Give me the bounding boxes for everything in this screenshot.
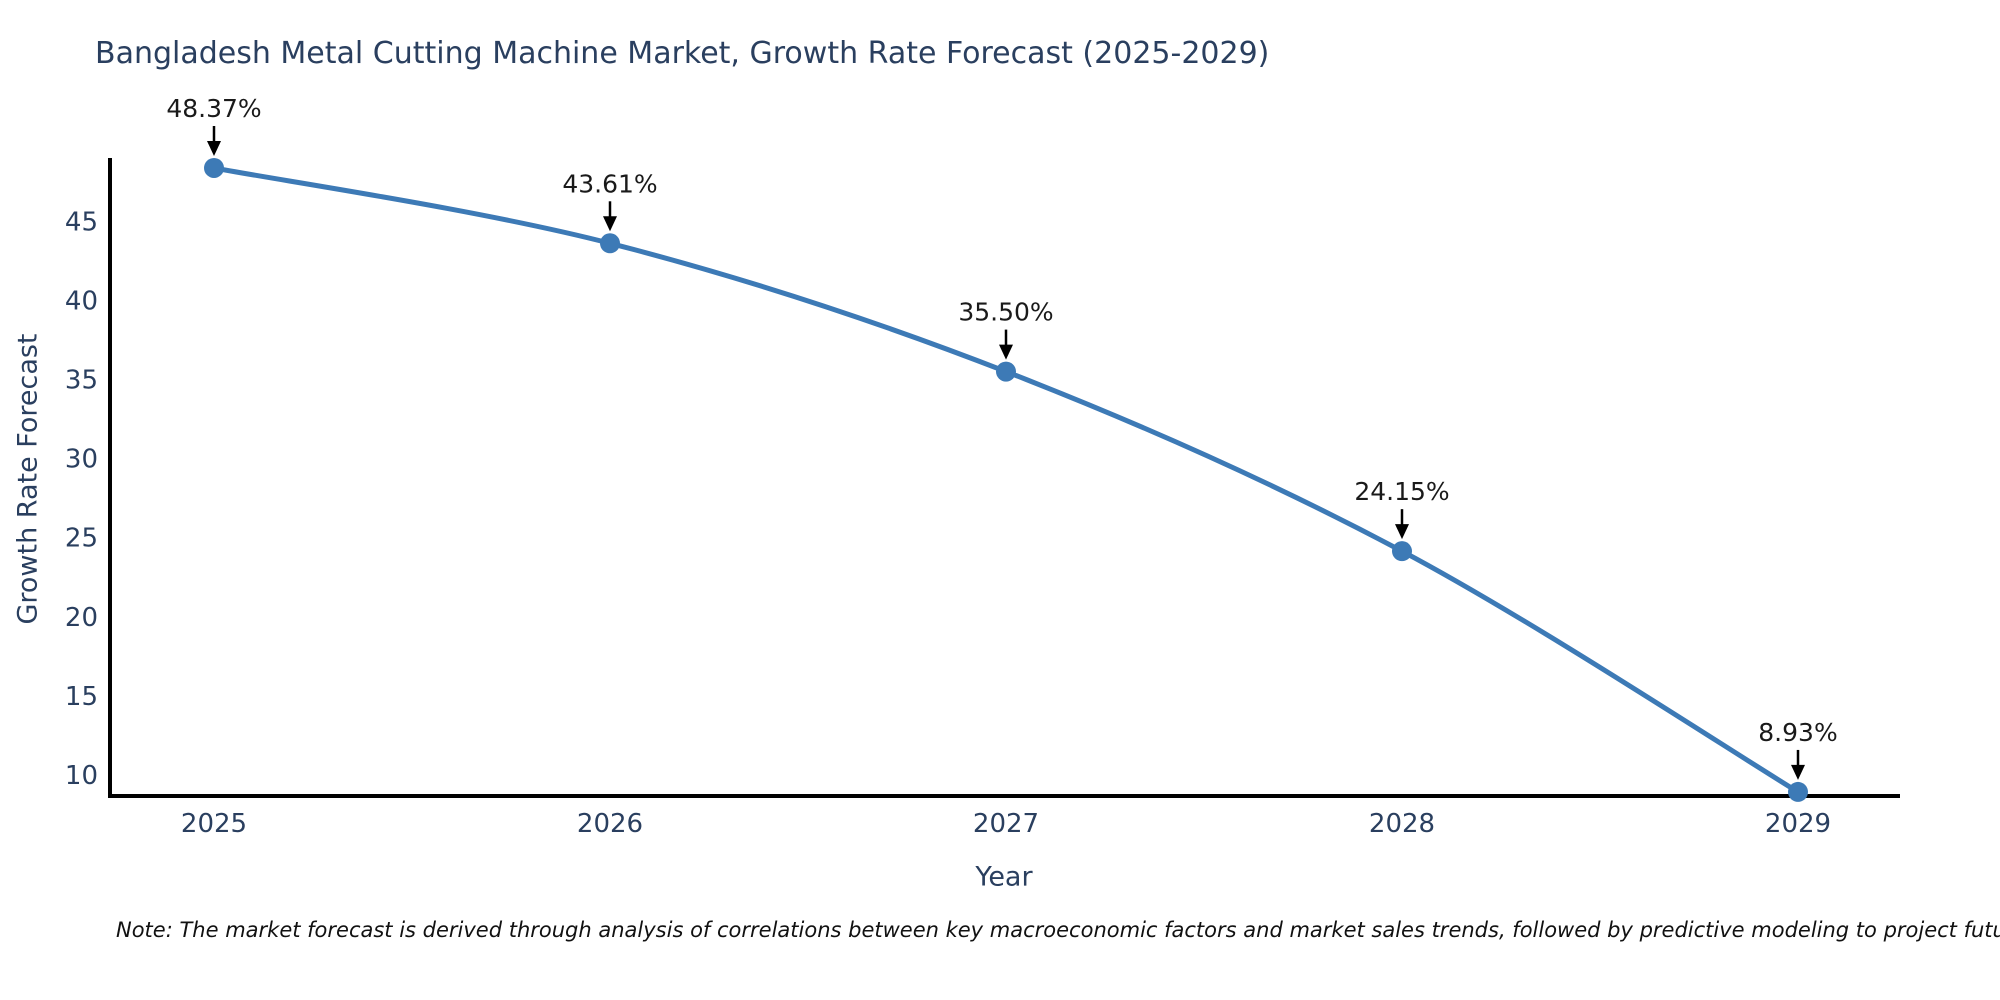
data-point-marker xyxy=(1392,541,1412,562)
x-tick-label: 2026 xyxy=(577,809,643,839)
y-tick-label: 20 xyxy=(65,603,98,633)
annotation-arrowhead xyxy=(1395,524,1409,540)
y-tick-label: 10 xyxy=(65,761,98,791)
y-tick-label: 25 xyxy=(65,524,98,554)
y-tick-label: 45 xyxy=(65,207,98,237)
annotation-arrowhead xyxy=(1791,764,1805,780)
annotation-label: 24.15% xyxy=(1354,477,1449,506)
footnote: Note: The market forecast is derived thr… xyxy=(116,918,2000,942)
y-tick-label: 30 xyxy=(65,445,98,475)
x-tick-label: 2027 xyxy=(973,809,1039,839)
chart-title: Bangladesh Metal Cutting Machine Market,… xyxy=(95,36,1270,71)
data-point-marker xyxy=(1788,781,1808,802)
x-tick-label: 2025 xyxy=(181,809,247,839)
annotation-arrowhead xyxy=(999,344,1013,360)
annotation-label: 8.93% xyxy=(1758,718,1837,747)
x-tick-label: 2028 xyxy=(1369,809,1435,839)
series-line xyxy=(213,165,1800,795)
y-tick-label: 40 xyxy=(65,286,98,316)
annotation-arrowhead xyxy=(207,140,221,156)
y-tick-label: 15 xyxy=(65,682,98,712)
data-point-marker xyxy=(996,361,1016,382)
data-point-marker xyxy=(204,157,224,178)
annotation-label: 48.37% xyxy=(166,94,261,123)
annotation-arrowhead xyxy=(603,216,617,232)
y-tick-label: 35 xyxy=(65,366,98,396)
annotation-label: 35.50% xyxy=(958,298,1053,327)
annotation-label: 43.61% xyxy=(562,169,657,198)
x-tick-label: 2029 xyxy=(1765,809,1831,839)
y-axis-title: Growth Rate Forecast xyxy=(12,333,44,625)
data-point-marker xyxy=(600,233,620,254)
x-axis-title: Year xyxy=(975,861,1033,893)
